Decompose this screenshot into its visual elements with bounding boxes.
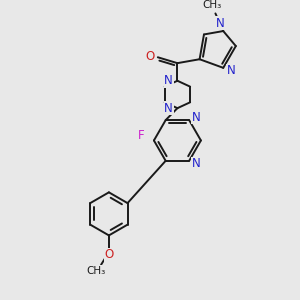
Text: N: N	[164, 102, 173, 115]
Text: CH₃: CH₃	[86, 266, 106, 276]
Text: O: O	[146, 50, 154, 63]
Text: N: N	[164, 74, 173, 87]
Text: CH₃: CH₃	[203, 0, 222, 10]
Text: N: N	[192, 157, 200, 170]
Text: O: O	[104, 248, 113, 262]
Text: N: N	[216, 17, 225, 30]
Text: N: N	[192, 111, 200, 124]
Text: F: F	[138, 129, 145, 142]
Text: N: N	[227, 64, 236, 77]
